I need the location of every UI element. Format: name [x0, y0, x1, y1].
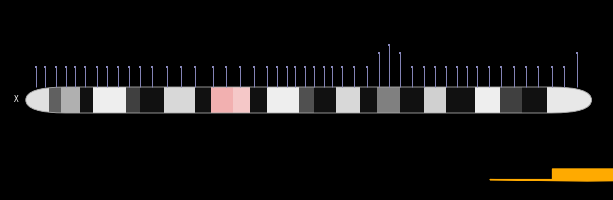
Bar	[49, 87, 61, 113]
Bar	[140, 87, 164, 113]
Bar	[446, 87, 475, 113]
Bar	[299, 87, 314, 113]
FancyBboxPatch shape	[26, 87, 592, 113]
Bar	[61, 87, 80, 113]
Text: X: X	[13, 96, 18, 104]
FancyBboxPatch shape	[26, 87, 592, 113]
Bar	[267, 87, 299, 113]
Bar	[547, 87, 592, 113]
Bar	[164, 87, 195, 113]
Bar	[360, 87, 377, 113]
Bar	[195, 87, 211, 113]
Bar	[126, 87, 140, 113]
Bar	[522, 87, 547, 113]
Bar	[336, 87, 360, 113]
Bar	[400, 87, 424, 113]
Bar	[26, 87, 49, 113]
Bar	[80, 87, 93, 113]
Bar	[93, 87, 126, 113]
Bar	[424, 87, 446, 113]
Bar	[500, 87, 522, 113]
Bar	[377, 87, 400, 113]
Bar	[211, 87, 233, 113]
Bar	[233, 87, 250, 113]
Bar	[475, 87, 500, 113]
Bar	[314, 87, 336, 113]
Bar	[250, 87, 267, 113]
